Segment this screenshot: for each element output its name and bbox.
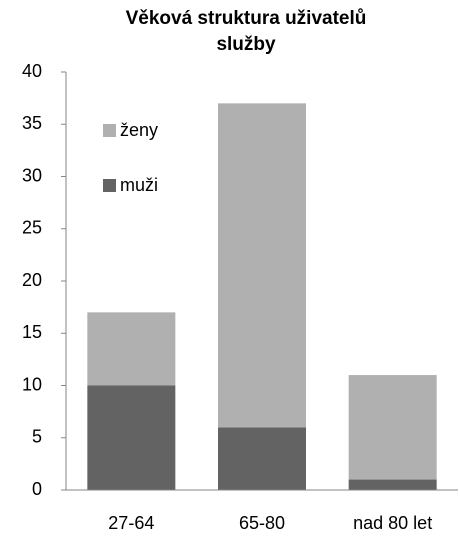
bar-segment (348, 375, 437, 480)
legend-swatch (103, 124, 116, 137)
bar-segment (87, 385, 176, 490)
y-tick-label: 20 (22, 270, 42, 290)
chart-title: Věková struktura uživatelů služby (125, 8, 367, 55)
y-tick-label: 35 (22, 113, 42, 133)
legend-swatch (103, 179, 116, 192)
y-tick-label: 15 (22, 322, 42, 342)
legend-label: ženy (120, 120, 158, 140)
y-tick-label: 25 (22, 218, 42, 238)
bar-segment (218, 103, 306, 428)
x-tick-label: 65-80 (239, 513, 285, 533)
x-tick-label: 27-64 (108, 513, 154, 533)
bar-segment (348, 479, 437, 490)
legend-label: muži (120, 175, 158, 195)
y-tick-label: 40 (22, 61, 42, 81)
bar-segment (218, 427, 306, 490)
y-tick-label: 10 (22, 374, 42, 394)
y-tick-label: 0 (32, 479, 42, 499)
y-tick-label: 30 (22, 165, 42, 185)
y-tick-label: 5 (32, 427, 42, 447)
x-tick-label: nad 80 let (353, 513, 432, 533)
bar-segment (87, 312, 176, 386)
